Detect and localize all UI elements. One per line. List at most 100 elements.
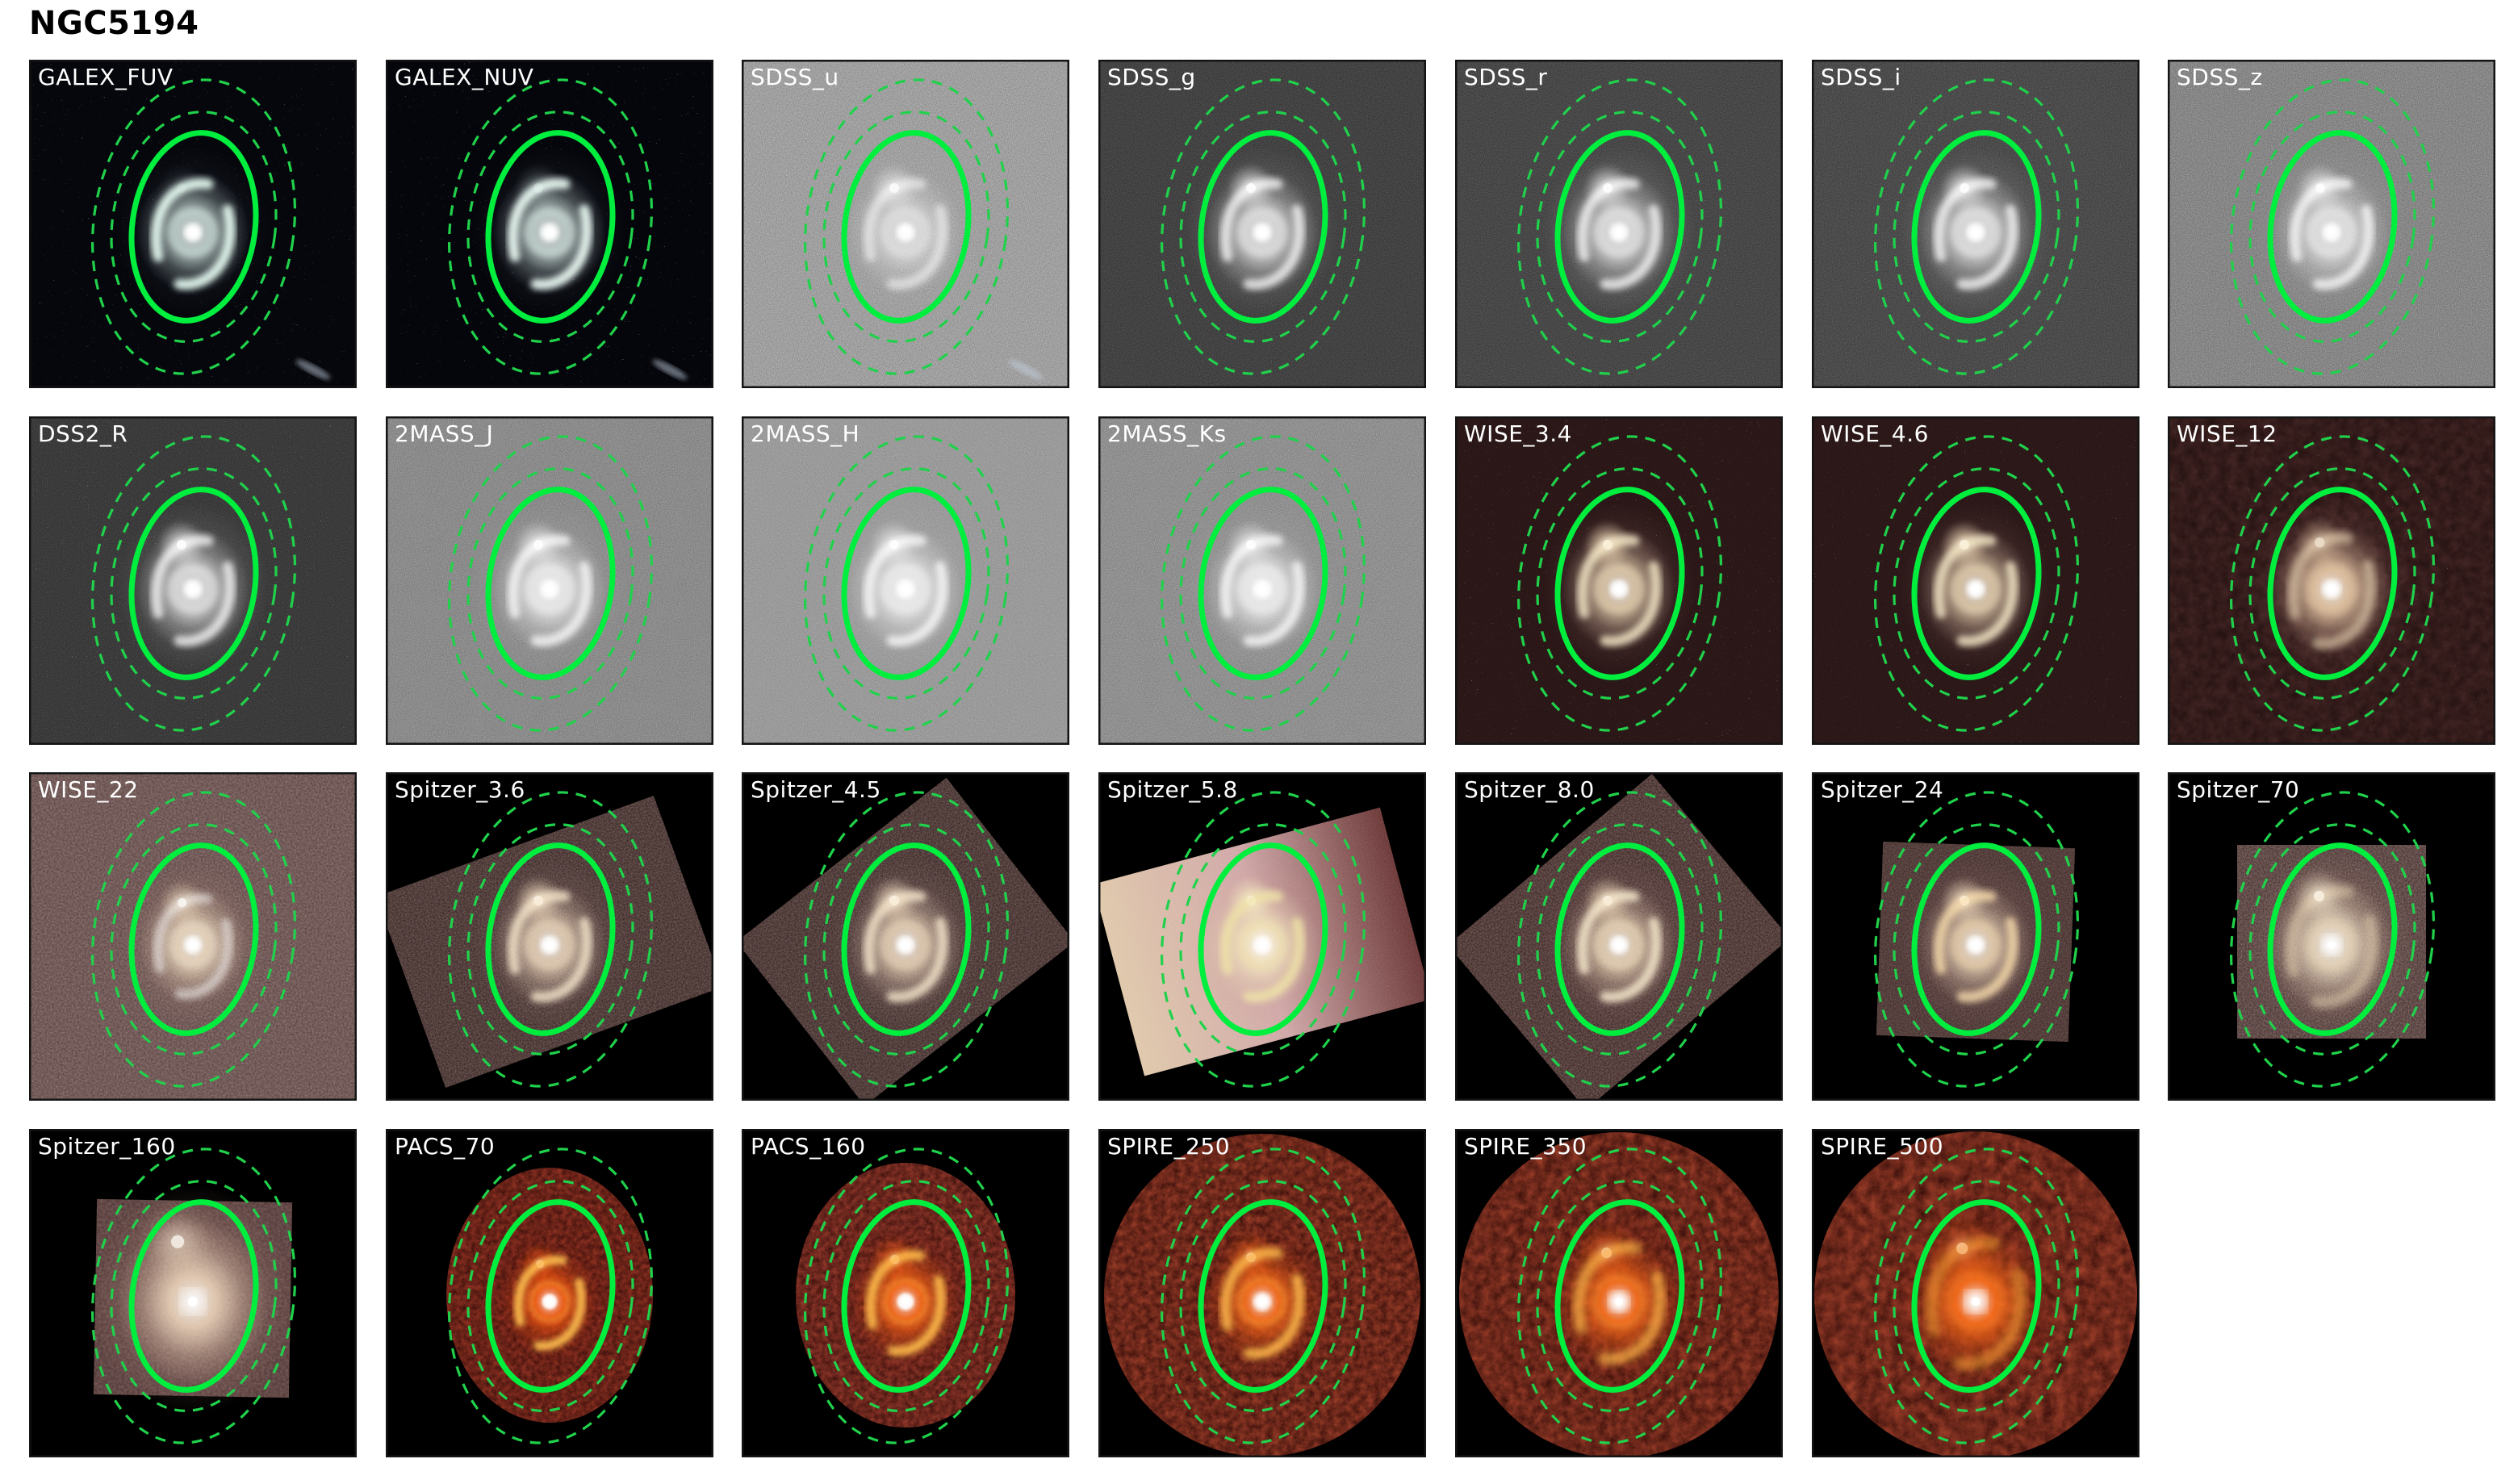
- aperture-ellipse-solid: [128, 1199, 259, 1393]
- galaxy-ngc5194: [2255, 146, 2408, 316]
- panel-pacs-160: PACS_160: [742, 1129, 1069, 1457]
- spiral-arms: [513, 1255, 586, 1351]
- galaxy-core: [1258, 1298, 1266, 1306]
- spiral-arms: [864, 890, 948, 1003]
- aperture-ellipse-solid: [1198, 130, 1328, 324]
- aperture-ellipse-mid-dashed: [1536, 1180, 1704, 1412]
- panel-spitzer-160: Spitzer_160: [29, 1129, 357, 1457]
- galaxy-ngc5194: [89, 1185, 297, 1415]
- aperture-overlay: [803, 78, 1010, 375]
- aperture-ellipse-solid: [1554, 842, 1685, 1036]
- aperture-ellipse-mid-dashed: [110, 467, 278, 700]
- aperture-overlay: [1873, 1147, 2080, 1444]
- galaxy-core: [901, 585, 910, 593]
- spiral-arms: [151, 178, 236, 291]
- aperture-ellipse-mid-dashed: [1179, 823, 1347, 1056]
- band-label: Spitzer_160: [38, 1133, 176, 1160]
- band-image: [1812, 772, 2139, 1101]
- aperture-overlay: [1873, 435, 2080, 732]
- panel-galex-fuv: GALEX_FUV: [29, 60, 357, 388]
- panel-wise-22: WISE_22: [29, 772, 357, 1101]
- band-label: GALEX_NUV: [395, 64, 534, 90]
- aperture-ellipse-outer-dashed: [447, 791, 654, 1088]
- band-label: PACS_160: [751, 1133, 866, 1160]
- axes-frame: [742, 416, 1069, 745]
- aperture-overlay: [447, 435, 654, 732]
- spiral-arms: [1577, 534, 1662, 647]
- axes-frame: [29, 772, 357, 1101]
- panel-dss2-r: DSS2_R: [29, 416, 357, 745]
- band-image: [1455, 1129, 1783, 1457]
- band-image: [386, 416, 713, 745]
- panel-spire-350: SPIRE_350: [1455, 1129, 1783, 1457]
- spiral-arms: [1220, 178, 1305, 291]
- axes-frame: [742, 60, 1069, 388]
- axes-frame: [386, 60, 713, 388]
- galaxy-core: [1615, 228, 1623, 236]
- aperture-overlay: [90, 435, 297, 732]
- spiral-arms: [2290, 178, 2374, 291]
- aperture-ellipse-outer-dashed: [1160, 1147, 1366, 1444]
- aperture-ellipse-outer-dashed: [2229, 78, 2436, 375]
- aperture-ellipse-outer-dashed: [1160, 435, 1366, 732]
- spiral-arms: [1220, 1247, 1305, 1360]
- aperture-ellipse-solid: [2267, 842, 2398, 1036]
- aperture-ellipse-mid-dashed: [1893, 823, 2060, 1056]
- band-label: DSS2_R: [38, 420, 128, 447]
- aperture-ellipse-mid-dashed: [2248, 467, 2416, 700]
- aperture-ellipse-solid: [1911, 487, 2042, 680]
- band-image: [386, 1129, 713, 1457]
- figure-title: NGC5194: [29, 5, 199, 42]
- galaxy-ngc5194: [829, 503, 982, 672]
- panel-spitzer-3-6: Spitzer_3.6: [386, 772, 713, 1101]
- aperture-ellipse-mid-dashed: [466, 111, 634, 343]
- band-image: [29, 772, 357, 1101]
- band-image: [1812, 416, 2139, 745]
- panel-wise-12: WISE_12: [2168, 416, 2495, 745]
- galaxy-ngc5194: [2247, 850, 2416, 1037]
- band-image: [1812, 60, 2139, 388]
- spiral-arms: [153, 893, 233, 1000]
- galaxy-ngc5194: [1542, 503, 1696, 672]
- galaxy-ngc5194: [1542, 146, 1696, 316]
- band-image: [1455, 60, 1783, 388]
- band-label: GALEX_FUV: [38, 64, 174, 90]
- aperture-ellipse-solid: [2267, 487, 2398, 680]
- aperture-ellipse-mid-dashed: [110, 1180, 278, 1412]
- aperture-ellipse-solid: [1911, 1199, 2042, 1393]
- galaxy-ngc5194: [829, 859, 982, 1028]
- panel-sdss-i: SDSS_i: [1812, 60, 2139, 388]
- aperture-ellipse-outer-dashed: [1873, 1147, 2080, 1444]
- galaxy-core: [189, 228, 197, 236]
- panel-galex-nuv: GALEX_NUV: [386, 60, 713, 388]
- aperture-overlay: [1516, 1147, 1723, 1444]
- axes-frame: [1812, 60, 2139, 388]
- band-label: Spitzer_24: [1821, 776, 1944, 803]
- spiral-arms: [508, 890, 592, 1003]
- spiral-arms: [864, 178, 948, 291]
- galaxy-core: [1615, 941, 1623, 949]
- band-image: [29, 60, 357, 388]
- spiral-arms: [865, 1250, 946, 1357]
- aperture-ellipse-solid: [841, 1199, 972, 1393]
- axes-frame: [29, 1129, 357, 1457]
- aperture-ellipse-mid-dashed: [1179, 1180, 1347, 1412]
- galaxy-ngc5194: [484, 1228, 615, 1373]
- spiral-arms: [1934, 178, 2018, 291]
- spiral-arms: [1220, 890, 1305, 1003]
- panel-pacs-70: PACS_70: [386, 1129, 713, 1457]
- aperture-ellipse-mid-dashed: [1893, 1180, 2060, 1412]
- aperture-overlay: [1516, 78, 1723, 375]
- galaxy-core: [189, 585, 197, 593]
- spiral-arms: [2285, 885, 2378, 1009]
- band-label: 2MASS_H: [751, 420, 860, 447]
- galaxy-core: [1258, 228, 1266, 236]
- band-label: SDSS_z: [2177, 64, 2263, 90]
- band-image: [742, 60, 1069, 388]
- galaxy-core: [546, 941, 554, 949]
- band-label: PACS_70: [395, 1133, 496, 1160]
- aperture-ellipse-solid: [485, 487, 616, 680]
- aperture-ellipse-outer-dashed: [447, 1147, 654, 1444]
- band-image: [1098, 60, 1426, 388]
